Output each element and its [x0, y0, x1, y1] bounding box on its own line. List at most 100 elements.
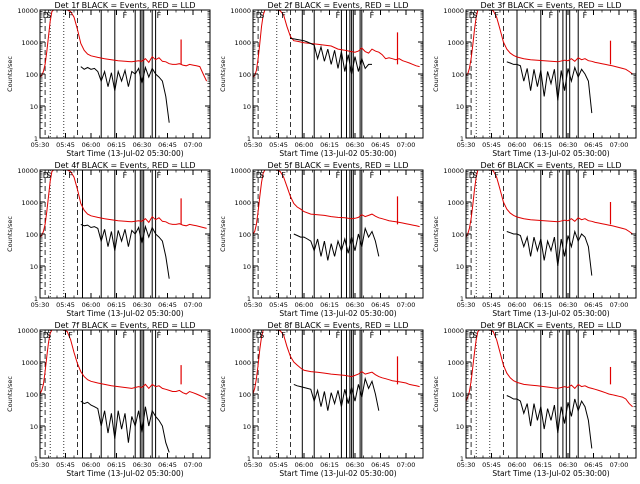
x-tick-label: 05:45	[269, 301, 288, 309]
panel-title: Det 8f BLACK = Events, RED = LLD	[267, 321, 408, 330]
x-tick-label: 06:15	[107, 461, 126, 469]
lld-series-line	[252, 9, 420, 78]
state-marker-letter: S	[472, 11, 477, 20]
x-axis-label: Start Time (13-Jul-02 05:30:00)	[66, 469, 183, 478]
state-marker-letter: S	[46, 331, 51, 340]
x-tick-label: 06:45	[371, 141, 390, 149]
x-tick-label: 06:30	[133, 301, 152, 309]
state-marker-letter: S	[259, 171, 264, 180]
x-tick-label: 06:15	[320, 461, 339, 469]
y-tick-label: 10	[30, 423, 38, 431]
x-tick-label: 06:45	[371, 461, 390, 469]
x-tick-label: 05:45	[56, 141, 75, 149]
y-axis-label: Counts/sec	[6, 216, 14, 252]
plot-frame	[252, 169, 424, 299]
state-marker-letter: D	[256, 331, 262, 340]
state-marker-letter: D	[43, 11, 49, 20]
lld-series-line	[465, 169, 633, 238]
state-marker-letter: F	[336, 331, 341, 340]
plot-frame	[39, 169, 211, 299]
y-tick-label: 1000	[21, 359, 38, 367]
state-marker-letter: F	[281, 171, 286, 180]
state-marker-letter: S	[46, 171, 51, 180]
state-marker-letter: S	[472, 331, 477, 340]
y-tick-label: 10000	[17, 7, 38, 15]
state-marker-letter: F	[583, 11, 588, 20]
events-series-line	[293, 376, 380, 411]
plot-frame	[465, 169, 637, 299]
x-tick-label: 06:15	[107, 141, 126, 149]
y-tick-label: 100	[239, 391, 251, 399]
x-tick-label: 06:15	[533, 461, 552, 469]
y-tick-label: 1	[34, 135, 38, 143]
x-tick-label: 05:45	[482, 461, 501, 469]
panel-det-7: Det 7f BLACK = Events, RED = LLD Counts/s…	[6, 321, 211, 478]
state-marker-letter: F	[336, 171, 341, 180]
panel-det-8: Det 8f BLACK = Events, RED = LLD Counts/s…	[219, 321, 424, 478]
state-marker-letter: F	[549, 171, 554, 180]
events-series-line	[506, 229, 593, 276]
y-tick-label: 100	[239, 231, 251, 239]
events-series-line	[80, 223, 170, 279]
plot-frame	[465, 9, 637, 139]
x-tick-label: 07:00	[397, 461, 416, 469]
lld-series-line	[465, 329, 633, 408]
y-axis-label: Counts/sec	[432, 216, 440, 252]
y-axis-label: Counts/sec	[432, 376, 440, 412]
state-marker-letter: F	[68, 331, 73, 340]
y-tick-label: 10	[30, 103, 38, 111]
x-tick-label: 06:45	[158, 141, 177, 149]
x-tick-label: 05:30	[244, 301, 263, 309]
y-tick-label: 1000	[234, 359, 251, 367]
y-tick-label: 1	[460, 135, 464, 143]
x-tick-label: 05:30	[457, 461, 476, 469]
panel-title: Det 6f BLACK = Events, RED = LLD	[480, 161, 621, 170]
y-tick-label: 100	[26, 71, 38, 79]
x-tick-label: 07:00	[397, 141, 416, 149]
state-marker-letter: S	[472, 171, 477, 180]
x-tick-label: 06:30	[346, 301, 365, 309]
y-tick-label: 10000	[443, 327, 464, 335]
x-tick-label: 05:30	[31, 301, 50, 309]
x-tick-label: 06:15	[533, 141, 552, 149]
x-tick-label: 05:30	[31, 141, 50, 149]
y-tick-label: 10	[456, 103, 464, 111]
state-marker-letter: F	[157, 171, 162, 180]
x-tick-label: 05:30	[244, 461, 263, 469]
panel-title: Det 5f BLACK = Events, RED = LLD	[267, 161, 408, 170]
y-tick-label: 1000	[21, 39, 38, 47]
x-tick-label: 05:45	[269, 141, 288, 149]
x-tick-label: 06:30	[133, 461, 152, 469]
x-tick-label: 06:15	[320, 301, 339, 309]
events-series-line	[506, 395, 593, 449]
x-tick-label: 06:15	[320, 141, 339, 149]
x-tick-label: 06:00	[508, 301, 527, 309]
x-tick-label: 07:00	[610, 461, 629, 469]
x-tick-label: 07:00	[397, 301, 416, 309]
y-tick-label: 1	[247, 295, 251, 303]
y-axis-label: Counts/sec	[6, 376, 14, 412]
plot-frame	[252, 9, 424, 139]
state-marker-letter: F	[370, 11, 375, 20]
y-axis-label: Counts/sec	[6, 56, 14, 92]
state-marker-letter: F	[68, 171, 73, 180]
panel-det-5: Det 5f BLACK = Events, RED = LLD Counts/s…	[219, 161, 424, 318]
x-tick-label: 06:45	[158, 461, 177, 469]
y-tick-label: 100	[239, 71, 251, 79]
events-series-line	[80, 65, 170, 123]
x-tick-label: 05:45	[269, 461, 288, 469]
x-tick-label: 06:45	[371, 301, 390, 309]
plot-frame	[39, 329, 211, 459]
y-tick-label: 1000	[21, 199, 38, 207]
state-marker-letter: F	[549, 11, 554, 20]
x-tick-label: 06:30	[559, 301, 578, 309]
y-tick-label: 1000	[234, 39, 251, 47]
events-series-line	[80, 400, 170, 453]
y-tick-label: 1000	[447, 199, 464, 207]
x-axis-label: Start Time (13-Jul-02 05:30:00)	[492, 469, 609, 478]
panel-det-4: Det 4f BLACK = Events, RED = LLD Counts/s…	[6, 161, 211, 318]
x-tick-label: 06:45	[584, 141, 603, 149]
state-marker-letter: F	[583, 171, 588, 180]
y-axis-label: Counts/sec	[219, 216, 227, 252]
